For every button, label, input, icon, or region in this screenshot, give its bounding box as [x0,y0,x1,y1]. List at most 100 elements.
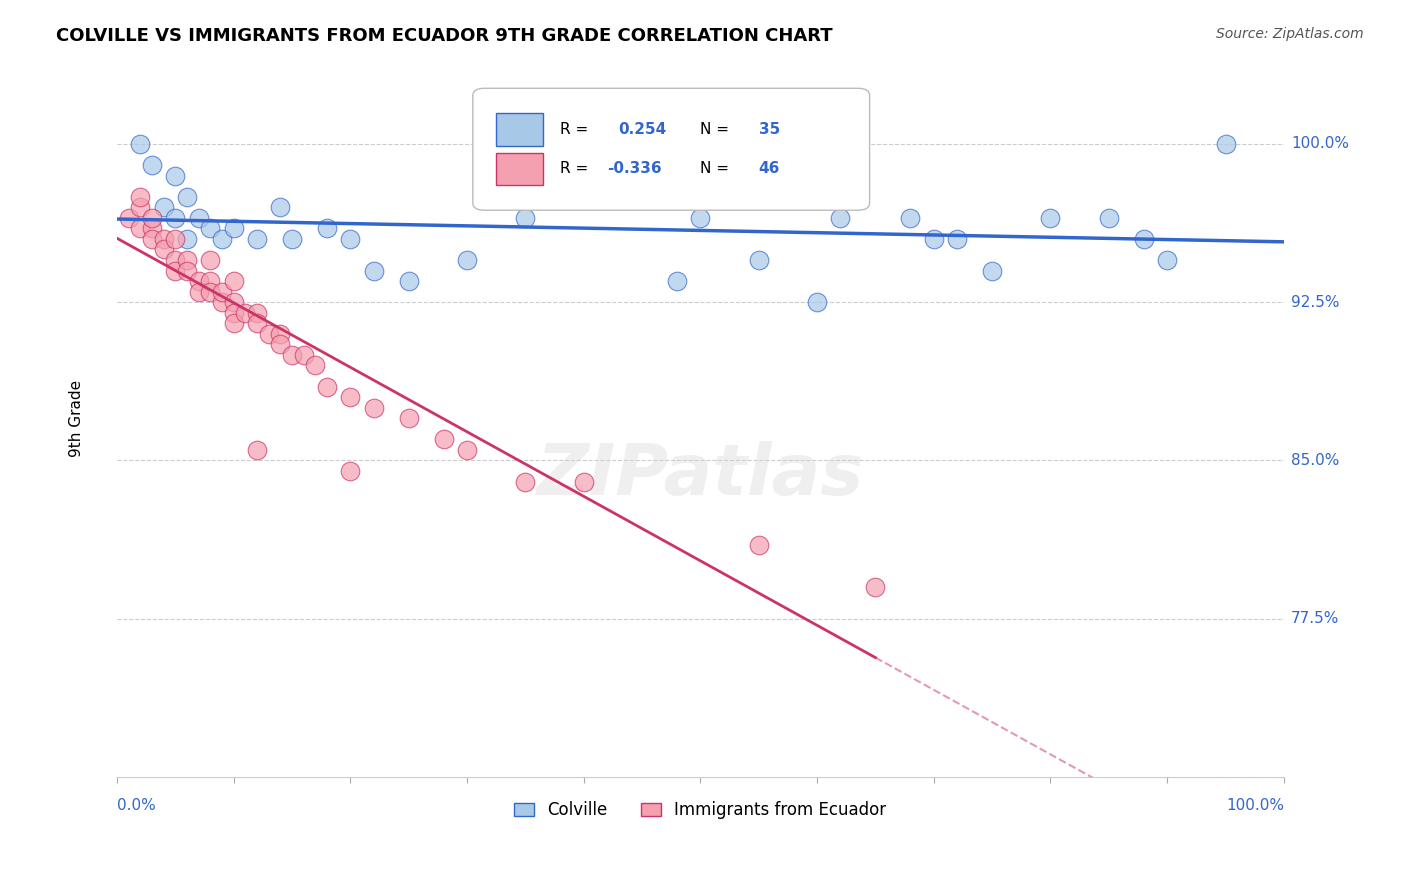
Point [165,169,187,183]
Point [141,221,163,235]
Point [152,200,174,214]
Text: Source: ZipAtlas.com: Source: ZipAtlas.com [1216,27,1364,41]
Point [456,252,478,267]
Point [748,252,770,267]
Point [1133,232,1156,246]
Text: 35: 35 [759,121,780,136]
Text: 85.0%: 85.0% [1291,453,1339,468]
Point [1215,136,1237,151]
Point [141,158,163,172]
Text: 77.5%: 77.5% [1291,611,1339,626]
Point [830,211,852,225]
Point [152,232,174,246]
Point [222,306,245,320]
Text: R =: R = [561,121,589,136]
Legend: Colville, Immigrants from Ecuador: Colville, Immigrants from Ecuador [508,795,893,826]
Point [165,252,187,267]
Point [165,232,187,246]
Text: -0.336: -0.336 [607,161,662,176]
Point [269,326,291,341]
Point [596,190,619,204]
Point [165,263,187,277]
Point [339,464,361,478]
Point [946,232,969,246]
Bar [496,113,543,145]
Point [222,316,245,330]
Point [316,379,339,393]
Point [129,136,152,151]
Point [200,274,222,288]
Point [339,232,361,246]
Point [339,390,361,404]
Text: R =: R = [561,161,589,176]
Point [316,221,339,235]
Text: 100.0%: 100.0% [1226,798,1284,813]
Point [806,295,828,310]
Point [246,232,269,246]
Point [922,232,945,246]
Point [981,263,1004,277]
Point [222,221,245,235]
Point [572,475,595,489]
Point [187,274,209,288]
Text: 0.0%: 0.0% [117,798,156,813]
Point [200,285,222,299]
Point [187,211,209,225]
Text: ZIPatlas: ZIPatlas [537,442,865,510]
Point [211,285,233,299]
Point [456,442,478,457]
Point [363,263,385,277]
Point [292,348,315,362]
Point [165,211,187,225]
Point [865,580,887,594]
Point [398,411,420,425]
Point [211,295,233,310]
Point [1039,211,1062,225]
Point [433,433,456,447]
Text: 46: 46 [759,161,780,176]
Point [176,190,198,204]
Point [304,359,326,373]
Bar [496,153,543,186]
Point [281,232,304,246]
Point [269,337,291,351]
Text: N =: N = [700,161,730,176]
Point [257,326,280,341]
Point [281,348,304,362]
Text: COLVILLE VS IMMIGRANTS FROM ECUADOR 9TH GRADE CORRELATION CHART: COLVILLE VS IMMIGRANTS FROM ECUADOR 9TH … [56,27,832,45]
Point [1098,211,1121,225]
Text: 92.5%: 92.5% [1291,294,1340,310]
Point [141,232,163,246]
Point [363,401,385,415]
Point [176,232,198,246]
Point [246,316,269,330]
Point [233,306,256,320]
Point [269,200,291,214]
Point [211,232,233,246]
Text: 9th Grade: 9th Grade [69,380,83,457]
Point [129,190,152,204]
Point [1156,252,1178,267]
Point [515,475,537,489]
Point [222,274,245,288]
FancyBboxPatch shape [472,88,869,211]
Point [187,285,209,299]
Text: N =: N = [700,121,730,136]
Point [129,200,152,214]
Point [246,306,269,320]
Text: 0.254: 0.254 [619,121,666,136]
Point [152,243,174,257]
Point [141,211,163,225]
Point [666,274,689,288]
Point [176,252,198,267]
Point [748,538,770,552]
Point [176,263,198,277]
Point [689,211,711,225]
Point [200,252,222,267]
Point [222,295,245,310]
Point [246,442,269,457]
Point [200,221,222,235]
Point [117,211,139,225]
Point [129,221,152,235]
Point [900,211,922,225]
